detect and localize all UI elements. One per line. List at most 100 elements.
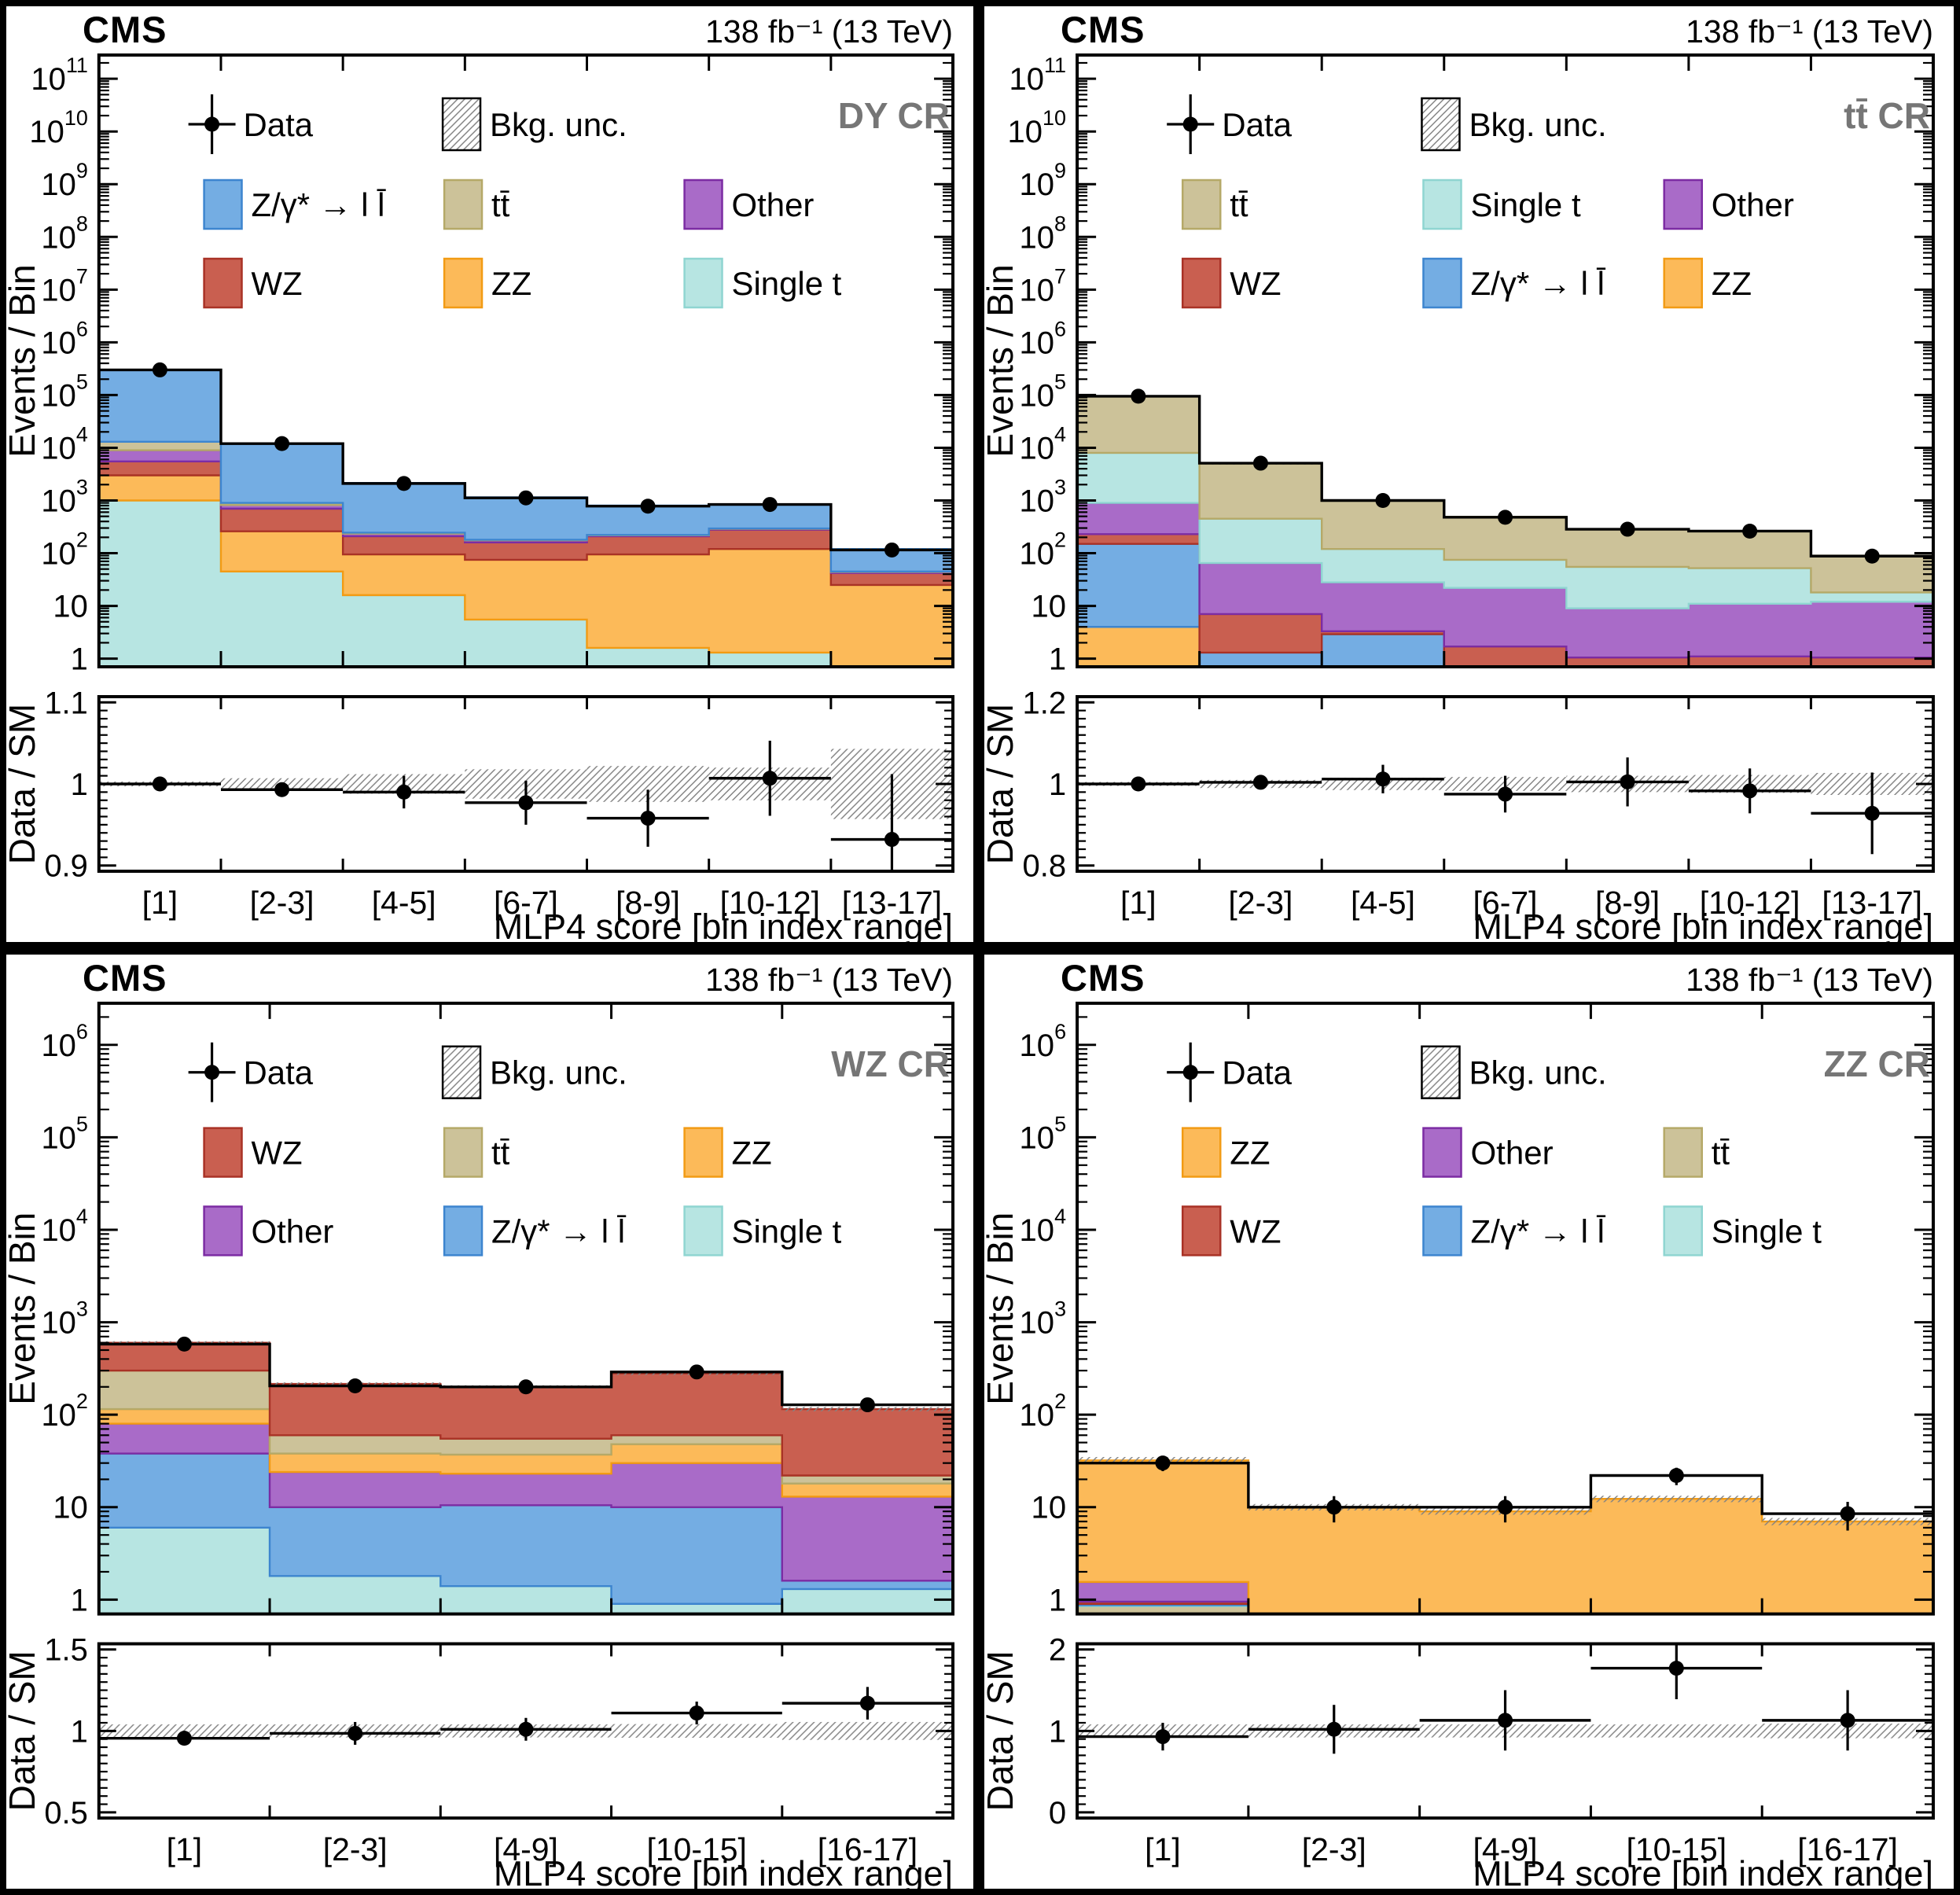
svg-text:105: 105 xyxy=(1020,1112,1067,1155)
legend-swatch-other xyxy=(203,1205,243,1257)
ratio-panel: 0.8 1 1.2 xyxy=(1022,686,1935,884)
y-axis-title: Events / Bin xyxy=(984,264,1020,457)
legend-data-marker xyxy=(1182,116,1198,132)
legend-swatch-wz xyxy=(1181,1205,1222,1257)
svg-text:2: 2 xyxy=(1049,1633,1066,1668)
svg-text:10: 10 xyxy=(53,1491,87,1525)
svg-text:108: 108 xyxy=(1020,212,1067,255)
svg-text:1011: 1011 xyxy=(31,53,87,97)
svg-text:10: 10 xyxy=(53,590,87,624)
bin-label: [10-12] xyxy=(1700,885,1800,921)
cms-label: CMS xyxy=(83,9,167,50)
legend-data-marker xyxy=(204,1065,220,1080)
svg-text:103: 103 xyxy=(1020,475,1067,518)
bin-label: [2-3] xyxy=(1302,1831,1366,1867)
x-axis-labels: [1] [2-3] [4-9] [10-15] [16-17]MLP4 score [b… xyxy=(167,1831,953,1889)
svg-text:109: 109 xyxy=(41,159,87,202)
legend-label-singlet: Single t xyxy=(732,265,842,302)
legend-swatch-unc xyxy=(1421,1045,1461,1099)
x-axis-title: MLP4 score [bin index range] xyxy=(1473,907,1933,942)
region-label-zz-cr: ZZ CR xyxy=(1823,1043,1930,1084)
legend-swatch-ttbar xyxy=(443,1127,484,1178)
bin-label: [10-15] xyxy=(646,1831,746,1867)
legend-label-zll: Z/γ* → l l̄ xyxy=(491,1212,627,1249)
legend-label-unc: Bkg. unc. xyxy=(1469,106,1607,143)
bin-label: [13-17] xyxy=(842,885,942,921)
legend-label-data: Data xyxy=(1222,1054,1292,1091)
svg-text:107: 107 xyxy=(41,264,87,307)
bin-label: [6-7] xyxy=(1473,885,1537,921)
legend-swatch-zll xyxy=(443,1205,484,1257)
svg-text:10: 10 xyxy=(1031,590,1067,624)
svg-text:102: 102 xyxy=(1020,1389,1067,1433)
legend-label-zll: Z/γ* → l l̄ xyxy=(1471,265,1606,302)
bin-label: [1] xyxy=(1120,885,1157,921)
legend-label-singlet: Single t xyxy=(1471,186,1581,223)
svg-text:1011: 1011 xyxy=(1009,53,1067,97)
stacked-histograms xyxy=(97,369,954,668)
svg-text:109: 109 xyxy=(1020,159,1067,202)
svg-text:1: 1 xyxy=(1049,767,1066,802)
region-label-ttbar-cr: tt̄ CR xyxy=(1844,95,1930,136)
legend-swatch-zll xyxy=(1422,257,1462,309)
svg-text:103: 103 xyxy=(1020,1297,1067,1341)
legend-label-zz: ZZ xyxy=(732,1135,772,1172)
panel-ttbar-cr: 1 10 102 103 104 105 106 107 108 109 1010 1011 Event… xyxy=(984,6,1954,942)
bin-label: [8-9] xyxy=(616,885,680,921)
ratio-axis-title: Data / SM xyxy=(984,704,1020,864)
x-axis-labels: [1] [2-3] [4-5] [6-7] [8-9] [10-12] [13-17]MLP… xyxy=(142,885,953,942)
legend-swatch-unc xyxy=(441,97,482,152)
legend-label-other: Other xyxy=(251,1212,333,1249)
svg-text:1.5: 1.5 xyxy=(44,1633,88,1668)
panel-wz-cr: 1 10 102 103 104 105 106 Events / Bin Data Bkg. u… xyxy=(6,955,973,1889)
svg-text:1010: 1010 xyxy=(29,106,87,149)
bin-label: [1] xyxy=(1145,1831,1181,1867)
svg-text:103: 103 xyxy=(41,1297,87,1341)
legend-swatch-ttbar xyxy=(1181,178,1222,230)
legend: Data Bkg. unc. WZ tt̄ ZZ Other Z/γ* → l l̄ Sing… xyxy=(188,1042,842,1257)
wz-cr-chart: 1 10 102 103 104 105 106 Events / Bin Data Bkg. u… xyxy=(6,1001,955,1889)
legend-label-wz: WZ xyxy=(251,265,302,302)
cms-label: CMS xyxy=(1061,957,1145,999)
svg-text:1.1: 1.1 xyxy=(44,686,88,720)
svg-text:106: 106 xyxy=(1020,317,1067,360)
svg-text:10: 10 xyxy=(1031,1491,1067,1525)
legend-swatch-ttbar xyxy=(1663,1127,1703,1178)
legend-label-unc: Bkg. unc. xyxy=(490,1054,627,1091)
legend-label-unc: Bkg. unc. xyxy=(490,106,627,143)
x-axis-title: MLP4 score [bin index range] xyxy=(494,1853,953,1889)
legend-swatch-singlet xyxy=(683,1205,723,1257)
data-points xyxy=(1077,1455,1933,1531)
legend-swatch-zz xyxy=(1181,1127,1222,1178)
svg-text:1: 1 xyxy=(71,767,88,802)
legend-swatch-singlet xyxy=(1663,1205,1703,1257)
ratio-axis-title: Data / SM xyxy=(984,1650,1020,1811)
bin-label: [4-9] xyxy=(1473,1831,1537,1867)
legend-swatch-singlet xyxy=(1422,178,1462,230)
main-axes: 1 10 102 103 104 105 106 xyxy=(1020,1001,1935,1617)
x-axis-title: MLP4 score [bin index range] xyxy=(494,907,953,942)
region-label-wz-cr: WZ CR xyxy=(831,1043,950,1084)
legend-label-data: Data xyxy=(244,106,314,143)
lumi-label: 138 fb⁻¹ (13 TeV) xyxy=(705,962,953,998)
svg-text:1: 1 xyxy=(71,642,88,677)
bin-label: [1] xyxy=(142,885,178,921)
legend-label-other: Other xyxy=(1471,1135,1554,1172)
svg-text:0.9: 0.9 xyxy=(44,849,88,884)
ratio-panel: 0.9 1 1.1 xyxy=(44,686,955,884)
bin-label: [4-9] xyxy=(494,1831,558,1867)
legend-swatch-zll xyxy=(203,178,243,230)
bin-label: [13-17] xyxy=(1822,885,1922,921)
legend-label-zz: ZZ xyxy=(1712,265,1752,302)
cms-label: CMS xyxy=(1061,9,1145,50)
svg-text:102: 102 xyxy=(41,528,87,572)
main-axes: 1 10 102 103 104 105 106 107 108 109 1010 1011 xyxy=(1008,53,1935,677)
data-points xyxy=(98,1336,954,1413)
region-label-dy-cr: DY CR xyxy=(837,95,950,136)
bin-label: [2-3] xyxy=(1228,885,1293,921)
legend-data-marker xyxy=(1182,1065,1198,1080)
svg-text:1: 1 xyxy=(1049,1714,1066,1749)
y-axis-title: Events / Bin xyxy=(6,1212,42,1405)
